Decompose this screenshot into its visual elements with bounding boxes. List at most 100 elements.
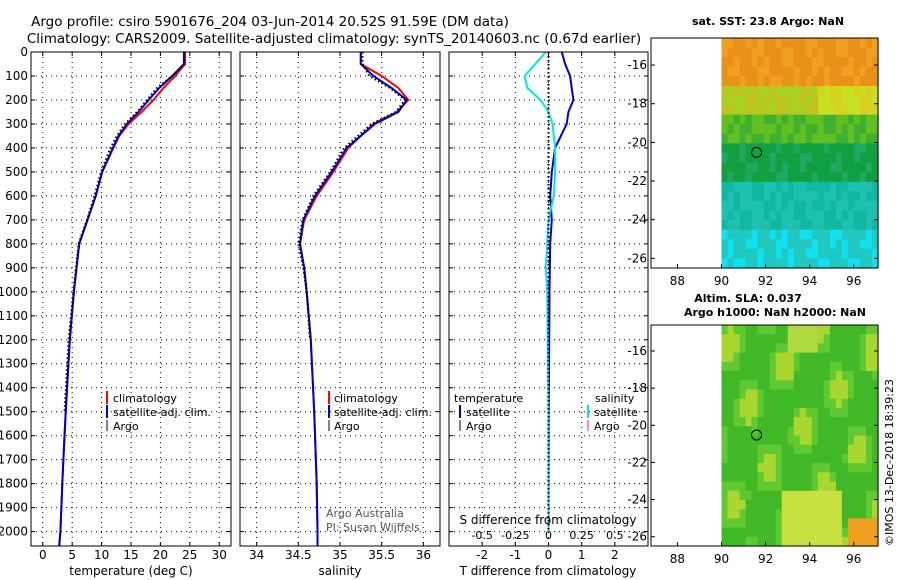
map-cell — [733, 248, 741, 259]
map-cell — [853, 66, 861, 77]
map-cell — [775, 229, 783, 240]
map-cell — [805, 229, 813, 240]
map-cell — [757, 325, 765, 335]
map-cell — [727, 133, 735, 144]
x-tick-label: 36 — [416, 548, 431, 562]
map-cell — [781, 105, 789, 116]
map-cell — [847, 426, 855, 437]
map-cell — [781, 114, 789, 125]
map-cell — [751, 444, 759, 455]
map-cell — [841, 500, 849, 510]
map-cell — [859, 472, 867, 483]
map-cell — [721, 371, 729, 381]
map-cell — [817, 47, 825, 58]
map-cell — [829, 66, 837, 77]
map-cell — [872, 57, 879, 68]
map-cell — [817, 500, 825, 510]
map-cell — [781, 162, 789, 173]
map-cell — [751, 527, 759, 538]
map-cell — [781, 325, 789, 335]
map-cell — [835, 66, 843, 77]
map-cell — [757, 371, 765, 381]
map-cell — [769, 325, 777, 335]
map-cell — [841, 220, 849, 231]
map-cell — [859, 143, 867, 154]
map-cell — [757, 352, 765, 363]
map-cell — [763, 95, 771, 106]
map-cell — [793, 352, 801, 363]
map-cell — [727, 536, 735, 547]
map-cell — [727, 191, 735, 202]
map-cell — [721, 66, 729, 77]
map-cell — [799, 490, 807, 501]
map-cell — [727, 334, 735, 344]
map-cell — [799, 114, 807, 125]
map-cell — [866, 453, 873, 464]
map-cell — [805, 133, 813, 144]
map-cell — [853, 343, 861, 354]
credit-line-1: Argo Australia — [326, 507, 404, 520]
map-cell — [751, 435, 759, 446]
map-cell — [775, 435, 783, 446]
map-cell — [872, 258, 879, 269]
map-cell — [811, 248, 819, 259]
map-cell — [817, 417, 825, 427]
map-cell — [721, 463, 729, 473]
map-cell — [823, 389, 831, 400]
map-cell — [745, 47, 753, 58]
map-cell — [829, 133, 837, 144]
map-cell — [739, 248, 747, 259]
map-cell — [721, 191, 729, 202]
map-cell — [733, 325, 741, 335]
map-cell — [817, 490, 825, 501]
map-cell — [727, 181, 735, 192]
map-cell — [811, 47, 819, 58]
map-cell — [733, 95, 741, 106]
map-cell — [727, 371, 735, 381]
map-cell — [835, 248, 843, 259]
map-cell — [745, 38, 753, 49]
map-cell — [866, 417, 873, 427]
map-cell — [817, 239, 825, 250]
map-cell — [793, 417, 801, 427]
map-cell — [805, 47, 813, 58]
map-cell — [763, 181, 771, 192]
map-cell — [817, 536, 825, 547]
map-cell — [775, 162, 783, 173]
map-cell — [805, 463, 813, 473]
map-cell — [835, 435, 843, 446]
map-cell — [781, 153, 789, 164]
map-cell — [775, 518, 783, 529]
map-cell — [859, 248, 867, 259]
map-cell — [745, 133, 753, 144]
map-cell — [763, 426, 771, 437]
salinity-legend: climatology satellite-adj. clim. Argo — [328, 391, 432, 433]
map-cell — [853, 38, 861, 49]
map-cell — [866, 371, 873, 381]
map-cell — [775, 361, 783, 372]
map-cell — [739, 85, 747, 97]
map-cell — [853, 47, 861, 58]
map-cell — [787, 527, 795, 538]
depth-tick-label: 800 — [5, 237, 28, 251]
lat-tick-label: -20 — [627, 418, 647, 432]
map-cell — [787, 143, 795, 154]
map-cell — [835, 191, 843, 202]
map-cell — [781, 453, 789, 464]
map-cell — [739, 398, 747, 409]
map-cell — [775, 133, 783, 144]
map-cell — [739, 417, 747, 427]
map-cell — [745, 509, 753, 519]
map-cell — [817, 453, 825, 464]
map-cell — [781, 343, 789, 354]
map-cell — [775, 200, 783, 212]
map-cell — [787, 47, 795, 58]
map-cell — [817, 105, 825, 116]
map-cell — [769, 124, 777, 135]
map-cell — [787, 435, 795, 446]
map-cell — [829, 325, 837, 335]
map-cell — [847, 500, 855, 510]
map-cell — [872, 325, 879, 335]
map-cell — [745, 114, 753, 125]
map-cell — [799, 172, 807, 183]
